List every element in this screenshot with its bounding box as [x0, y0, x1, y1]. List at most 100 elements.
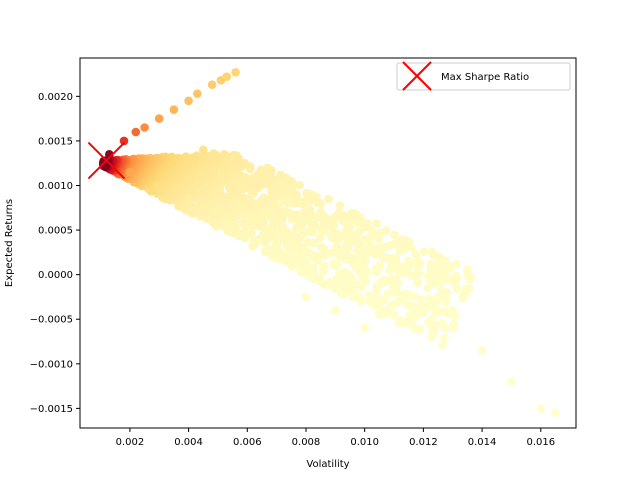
scatter-point — [405, 310, 415, 320]
y-tick-label: 0.0005 — [38, 226, 73, 237]
scatter-point — [219, 149, 229, 159]
scatter-point — [365, 241, 375, 251]
scatter-point — [287, 185, 296, 195]
y-tick-label: 0.0000 — [38, 270, 73, 281]
scatter-point — [379, 275, 389, 285]
scatter-point — [375, 261, 385, 271]
scatter-point — [438, 340, 447, 350]
scatter-point — [361, 265, 371, 275]
scatter-point — [332, 242, 342, 252]
legend: Max Sharpe Ratio — [396, 61, 571, 91]
scatter-point — [213, 207, 223, 217]
scatter-point — [154, 181, 164, 190]
scatter-point — [259, 193, 268, 202]
scatter-point — [398, 235, 408, 244]
scatter-point — [320, 251, 330, 260]
scatter-point — [413, 278, 423, 288]
scatter-point — [301, 292, 311, 302]
scatter-point — [199, 145, 208, 155]
scatter-point — [536, 404, 546, 413]
scatter-point — [188, 153, 198, 162]
scatter-point — [119, 136, 129, 146]
scatter-point — [154, 114, 164, 123]
scatter-point — [477, 346, 487, 355]
scatter-point — [439, 307, 449, 316]
scatter-point — [463, 270, 472, 280]
scatter-point — [389, 310, 399, 320]
scatter-point — [426, 301, 436, 310]
scatter-point — [360, 274, 370, 284]
scatter-point — [419, 301, 428, 311]
y-tick-label: −0.0015 — [30, 404, 73, 415]
max-sharpe-x-stroke — [87, 141, 126, 180]
scatter-point — [222, 72, 231, 81]
scatter-point — [414, 267, 423, 277]
y-tick-label: 0.0015 — [38, 136, 73, 147]
scatter-point — [371, 293, 380, 303]
scatter-point — [433, 265, 443, 275]
scatter-point — [281, 207, 291, 216]
portfolio-points — [105, 68, 560, 418]
scatter-point — [405, 300, 415, 310]
y-axis-ticks: −0.0015 −0.0010 −0.0005 0.0000 0.0005 0.0010 0… — [30, 92, 80, 415]
scatter-point — [434, 292, 443, 302]
x-tick-label: 0.008 — [292, 437, 321, 448]
scatter-point — [228, 154, 237, 163]
plot-frame — [79, 57, 577, 429]
x-axis-ticks: 0.002 0.004 0.006 0.008 0.010 0.012 0.014 0.016 — [116, 428, 555, 448]
scatter-point — [131, 127, 141, 137]
scatter-point — [169, 105, 179, 114]
scatter-point — [364, 290, 374, 300]
scatter-point — [340, 267, 350, 277]
scatter-point — [276, 170, 285, 179]
scatter-point — [419, 247, 429, 256]
x-tick-label: 0.016 — [526, 437, 555, 448]
scatter-point — [426, 259, 436, 269]
scatter-point — [387, 274, 396, 284]
scatter-point — [372, 219, 381, 228]
scatter-point — [331, 306, 340, 315]
scatter-point — [551, 408, 560, 418]
y-tick-label: 0.0010 — [38, 181, 73, 192]
scatter-point — [401, 289, 411, 299]
scatter-point — [348, 253, 357, 263]
scatter-point — [411, 249, 421, 259]
y-tick-label: −0.0005 — [30, 315, 73, 326]
scatter-point — [360, 234, 370, 244]
scatter-point — [451, 271, 461, 281]
scatter-point — [140, 123, 149, 132]
scatter-point — [181, 152, 191, 161]
scatter-point — [367, 226, 376, 235]
scatter-point — [452, 259, 461, 269]
x-tick-label: 0.004 — [174, 437, 203, 448]
scatter-point — [324, 194, 333, 204]
legend-marker-icon — [402, 61, 432, 91]
scatter-point — [427, 247, 437, 257]
scatter-point — [272, 234, 281, 244]
scatter-point — [315, 274, 324, 283]
scatter-point — [396, 316, 405, 325]
scatter-point — [355, 293, 364, 302]
max-sharpe-marker — [87, 141, 126, 180]
scatter-point — [383, 289, 392, 299]
scatter-point — [243, 221, 252, 230]
scatter-point — [382, 226, 391, 235]
scatter-point — [231, 68, 240, 77]
x-tick-label: 0.012 — [409, 437, 438, 448]
scatter-point — [437, 318, 447, 328]
scatter-point — [315, 233, 325, 243]
y-tick-label: 0.0020 — [38, 92, 73, 103]
x-tick-label: 0.002 — [116, 437, 145, 448]
scatter-point — [379, 253, 388, 263]
scatter-point — [207, 80, 217, 89]
scatter-point — [184, 96, 193, 106]
scatter-point — [125, 167, 135, 177]
x-tick-label: 0.006 — [233, 437, 262, 448]
scatter-point — [302, 188, 312, 198]
scatter-point — [389, 288, 399, 297]
scatter-point — [440, 333, 449, 343]
scatter-point — [303, 238, 313, 247]
scatter-point — [360, 323, 370, 333]
scatter-point — [375, 243, 384, 253]
